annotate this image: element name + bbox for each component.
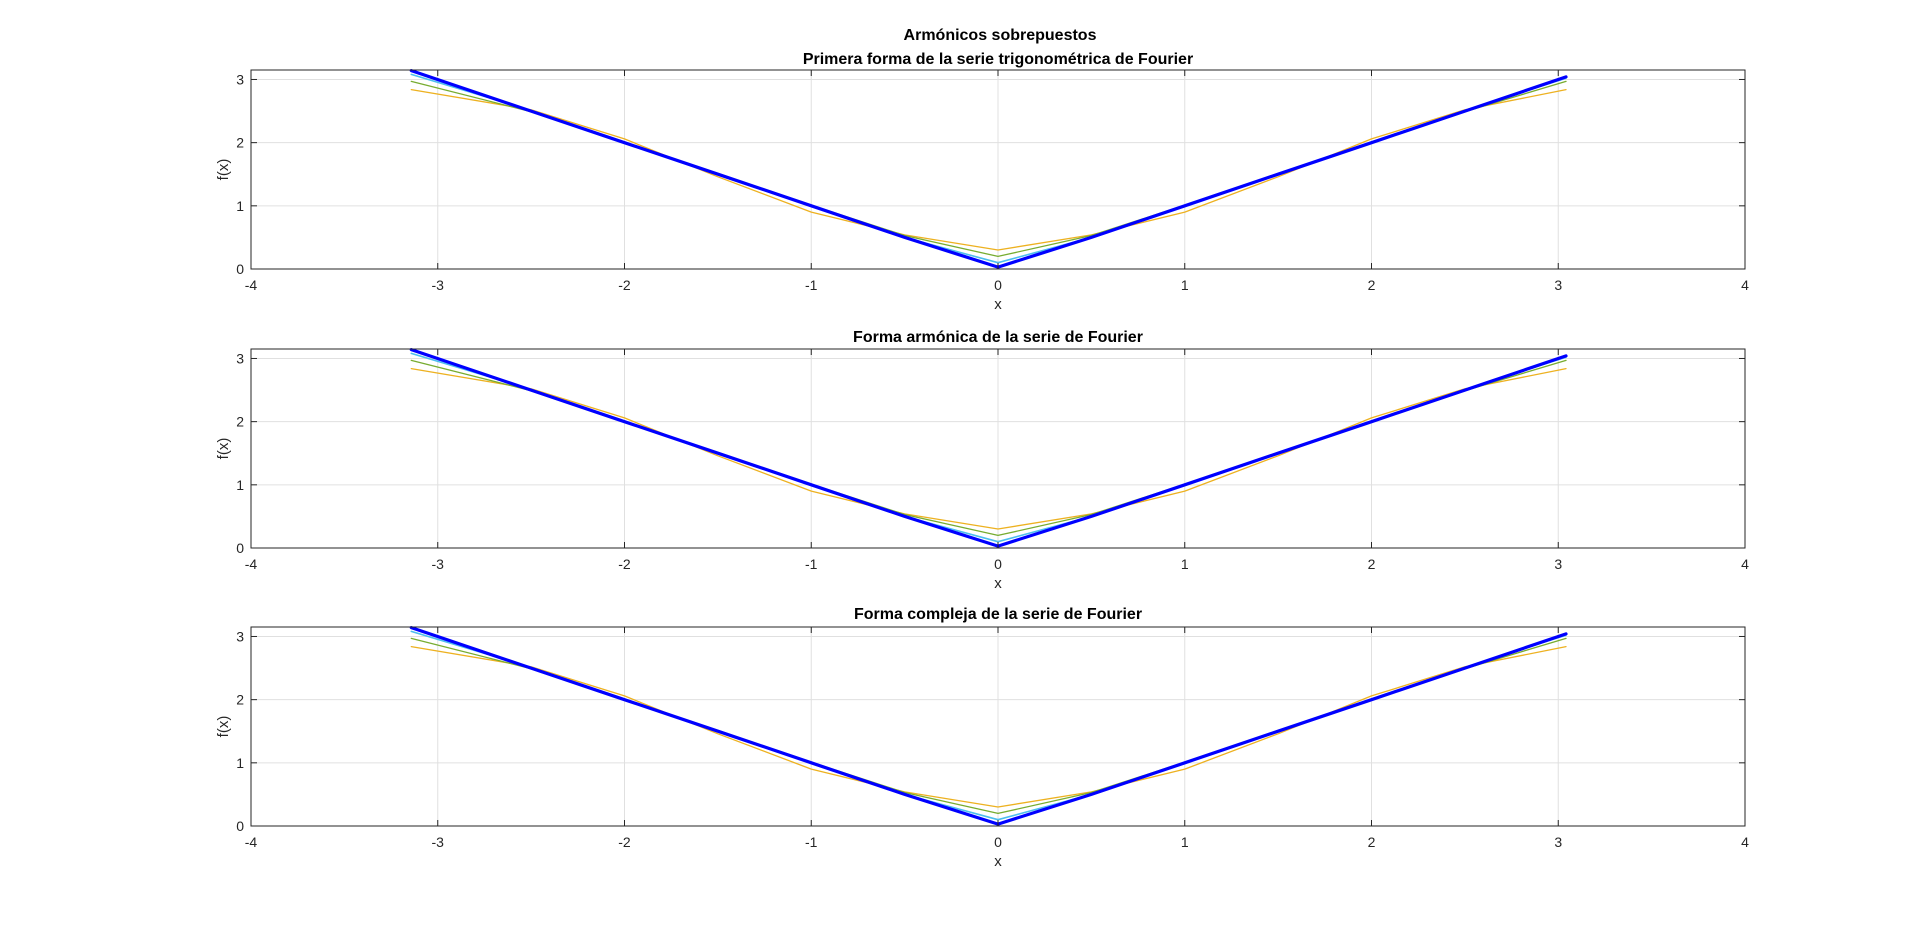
subplot-harmonic: -4 -3 -2 -1 0 1 2 3 4 0 1 2 3 x f(x) Forma armónica de … <box>215 329 1749 592</box>
x-tick-label: -3 <box>432 556 445 572</box>
series-line-approximation-1 <box>410 645 1567 808</box>
y-tick-label: 0 <box>236 818 244 834</box>
series-line-approximation-1 <box>410 367 1567 530</box>
x-tick-label: 4 <box>1741 834 1749 850</box>
y-tick-label: 1 <box>236 477 244 493</box>
subplot-title: Forma compleja de la serie de Fourier <box>854 606 1142 623</box>
subplot-title: Forma armónica de la serie de Fourier <box>853 329 1143 346</box>
y-tick-label: 3 <box>236 71 244 87</box>
y-axis-label: f(x) <box>215 438 232 460</box>
subplot-complex: -4 -3 -2 -1 0 1 2 3 4 0 1 2 3 x f(x) Forma compleja de … <box>215 606 1749 870</box>
y-tick-label: 0 <box>236 261 244 277</box>
x-tick-label: 4 <box>1741 277 1749 293</box>
x-tick-label: 4 <box>1741 556 1749 572</box>
x-tick-label: -4 <box>245 556 258 572</box>
x-tick-label: 2 <box>1368 277 1376 293</box>
y-axis-label: f(x) <box>215 716 232 738</box>
x-tick-label: -2 <box>618 556 631 572</box>
y-tick-label: 3 <box>236 628 244 644</box>
y-tick-label: 2 <box>236 692 244 708</box>
x-tick-label: -1 <box>805 834 818 850</box>
x-tick-label: -2 <box>618 277 631 293</box>
x-tick-label: -4 <box>245 277 258 293</box>
x-tick-label: 1 <box>1181 834 1189 850</box>
x-tick-label: 3 <box>1554 834 1562 850</box>
x-axis-label: x <box>994 575 1002 592</box>
x-tick-label: 1 <box>1181 556 1189 572</box>
subplot-title: Primera forma de la serie trigonométrica… <box>803 51 1193 68</box>
x-axis-label: x <box>994 853 1002 870</box>
y-tick-label: 1 <box>236 198 244 214</box>
y-tick-label: 2 <box>236 414 244 430</box>
series-line-approximation-1 <box>410 88 1567 251</box>
x-tick-label: 2 <box>1368 556 1376 572</box>
y-axis-label: f(x) <box>215 159 232 181</box>
x-tick-label: 2 <box>1368 834 1376 850</box>
x-tick-label: -3 <box>432 277 445 293</box>
figure-suptitle: Armónicos sobrepuestos <box>904 27 1097 44</box>
y-tick-label: 2 <box>236 135 244 151</box>
x-axis-label: x <box>994 296 1002 313</box>
x-tick-label: 0 <box>994 834 1002 850</box>
x-tick-label: 3 <box>1554 556 1562 572</box>
x-tick-label: -2 <box>618 834 631 850</box>
x-tick-label: 0 <box>994 277 1002 293</box>
subplot-trigonometric: -4 -3 -2 -1 0 1 2 3 4 0 1 2 3 x f(x) Primera forma de l… <box>215 51 1749 313</box>
y-tick-label: 0 <box>236 540 244 556</box>
x-tick-label: 1 <box>1181 277 1189 293</box>
x-tick-label: -3 <box>432 834 445 850</box>
x-tick-label: -1 <box>805 277 818 293</box>
x-tick-label: -4 <box>245 834 258 850</box>
x-tick-label: -1 <box>805 556 818 572</box>
x-tick-label: 3 <box>1554 277 1562 293</box>
y-tick-label: 1 <box>236 755 244 771</box>
y-tick-label: 3 <box>236 350 244 366</box>
x-tick-label: 0 <box>994 556 1002 572</box>
